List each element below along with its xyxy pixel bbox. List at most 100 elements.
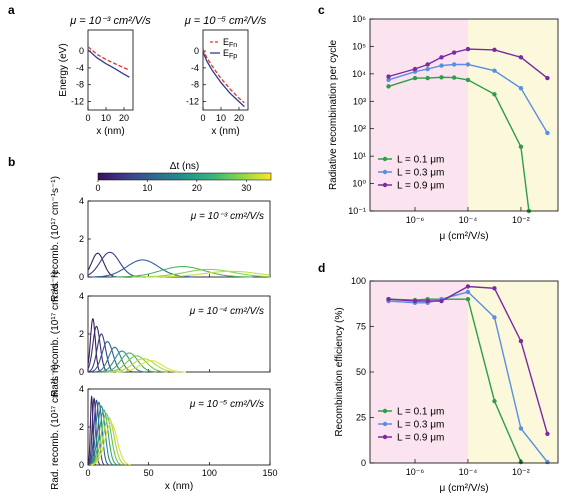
background-high-mobility bbox=[467, 19, 558, 211]
y-tick-label: -8 bbox=[76, 80, 84, 90]
data-point bbox=[412, 66, 418, 72]
y-tick-label: 0 bbox=[79, 46, 84, 56]
x-tick-label: 10⁻⁶ bbox=[406, 215, 425, 225]
data-point bbox=[425, 298, 430, 304]
x-tick-label: 10 bbox=[101, 113, 111, 123]
legend-label: L = 0.3 μm bbox=[397, 168, 444, 179]
data-point bbox=[386, 74, 391, 79]
colorbar: Δt (ns) 0 10 20 30 bbox=[95, 161, 272, 193]
y-axis-label: Energy (eV) bbox=[58, 43, 69, 96]
x-tick-label: 10⁻² bbox=[512, 215, 530, 225]
panel-label-a: a bbox=[8, 3, 15, 17]
y-axis-label: Rad. recomb. (10¹⁷ cm⁻¹s⁻¹) bbox=[50, 176, 61, 302]
recomb-profile-curve bbox=[116, 360, 186, 373]
plot-frame bbox=[87, 29, 134, 111]
x-tick-label: 20 bbox=[119, 113, 129, 123]
y-tick-label: 2 bbox=[79, 329, 84, 339]
y-tick-label: 0 bbox=[194, 46, 199, 56]
recomb-profile-curve bbox=[87, 325, 109, 373]
x-tick-label: 10⁻⁴ bbox=[459, 215, 478, 225]
data-point bbox=[451, 75, 457, 80]
y-tick-label: 50 bbox=[356, 367, 366, 377]
legend-label: EFn bbox=[223, 37, 237, 49]
data-point bbox=[545, 431, 550, 437]
chart-c: 10⁻¹ 10⁰ 10¹ 10² 10³ 10⁴ 10⁵ 10⁶ 10⁻⁶ 10⁻⁴ 10⁻² μ (… bbox=[328, 14, 559, 242]
data-point bbox=[518, 85, 524, 91]
panel-label-c: c bbox=[318, 3, 325, 17]
background-low-mobility bbox=[370, 19, 468, 211]
data-point bbox=[412, 75, 418, 81]
data-point bbox=[492, 286, 497, 291]
chart-title: μ = 10⁻³ cm²/V/s bbox=[69, 15, 151, 27]
recomb-profile-curve bbox=[87, 395, 96, 465]
y-axis-label: Radiative recombination per cycle bbox=[328, 40, 339, 191]
data-point bbox=[545, 459, 550, 465]
y-tick-label: 2 bbox=[79, 422, 84, 432]
panel-label-b: b bbox=[8, 155, 15, 169]
chart-a-right: μ = 10⁻⁵ cm²/V/s 0 10 20 0 -4 -8 -12 x (nm) EFnEF… bbox=[184, 15, 267, 137]
data-point bbox=[492, 68, 497, 73]
chart-title: μ = 10⁻⁵ cm²/V/s bbox=[184, 15, 267, 27]
legend-marker bbox=[382, 182, 388, 188]
legend-label: L = 0.1 μm bbox=[397, 155, 444, 166]
x-tick-label: 100 bbox=[202, 468, 217, 478]
x-tick-label: 10⁻⁴ bbox=[459, 467, 478, 477]
data-point bbox=[425, 62, 430, 67]
recomb-profile-curve bbox=[87, 333, 116, 373]
series-line-efp bbox=[87, 49, 130, 78]
y-tick-label: 10¹ bbox=[353, 151, 366, 161]
colorbar-tick-label: 10 bbox=[142, 183, 152, 193]
legend-marker bbox=[382, 169, 388, 175]
data-point bbox=[492, 92, 497, 97]
recomb-profile-curve bbox=[145, 270, 271, 278]
recomb-profile-curve bbox=[87, 318, 101, 373]
recomb-profile-curve bbox=[88, 399, 105, 466]
y-tick-label: 0 bbox=[79, 367, 84, 377]
chart-d: 0 25 50 75 100 10⁻⁶ 10⁻⁴ 10⁻² μ (cm²/V/s) Recombi… bbox=[334, 276, 559, 494]
colorbar-bar bbox=[97, 172, 272, 181]
legend-label: L = 0.3 μm bbox=[397, 420, 444, 431]
y-tick-label: 10⁴ bbox=[352, 69, 366, 79]
recomb-profile-curve bbox=[89, 409, 118, 466]
series-line-efn bbox=[202, 48, 245, 104]
plot-frame bbox=[202, 29, 249, 111]
recomb-profile-curve bbox=[112, 266, 253, 278]
x-tick-label: 20 bbox=[234, 113, 244, 123]
y-tick-label: 0 bbox=[361, 458, 366, 468]
data-point bbox=[386, 297, 391, 302]
recomb-profile-curve bbox=[105, 355, 168, 373]
data-point bbox=[465, 46, 471, 52]
recomb-profile-curve bbox=[91, 422, 131, 466]
y-tick-label: 10⁻¹ bbox=[348, 206, 366, 216]
x-tick-label: 0 bbox=[85, 113, 90, 123]
data-point bbox=[425, 75, 430, 81]
x-tick-label: 150 bbox=[262, 468, 277, 478]
data-point bbox=[451, 50, 457, 55]
x-axis-label: x (nm) bbox=[96, 126, 124, 137]
y-tick-label: -8 bbox=[191, 80, 199, 90]
y-tick-label: -12 bbox=[71, 97, 84, 107]
data-point bbox=[386, 84, 391, 89]
legend-label: L = 0.1 μm bbox=[397, 407, 444, 418]
x-tick-label: 0 bbox=[200, 113, 205, 123]
data-point bbox=[518, 144, 524, 149]
plot-frame bbox=[369, 18, 559, 212]
x-axis-label: x (nm) bbox=[211, 126, 239, 137]
background-high-mobility bbox=[467, 281, 558, 463]
chart-a-left: μ = 10⁻³ cm²/V/s 0 10 20 0 -4 -8 -12 x (nm) Energ… bbox=[58, 15, 151, 137]
y-tick-label: 0 bbox=[79, 460, 84, 470]
y-tick-label: -4 bbox=[191, 63, 199, 73]
legend-marker bbox=[382, 408, 388, 414]
x-tick-label: 10⁻⁶ bbox=[406, 467, 425, 477]
data-point bbox=[465, 289, 471, 295]
y-tick-label: 4 bbox=[79, 384, 84, 394]
data-point bbox=[465, 297, 471, 302]
recomb-profile-curve bbox=[89, 401, 109, 466]
y-tick-label: 10⁰ bbox=[352, 179, 366, 189]
y-tick-label: 10⁶ bbox=[352, 14, 366, 24]
series-line-efp bbox=[202, 51, 245, 108]
colorbar-tick-label: 30 bbox=[241, 183, 251, 193]
legend-label: EFp bbox=[223, 48, 237, 60]
data-point bbox=[465, 62, 471, 67]
chart-b-bot: 0 2 4 0 50 100 150 μ = 10⁻⁵ cm²/V/s Rad. recomb.… bbox=[50, 364, 278, 492]
